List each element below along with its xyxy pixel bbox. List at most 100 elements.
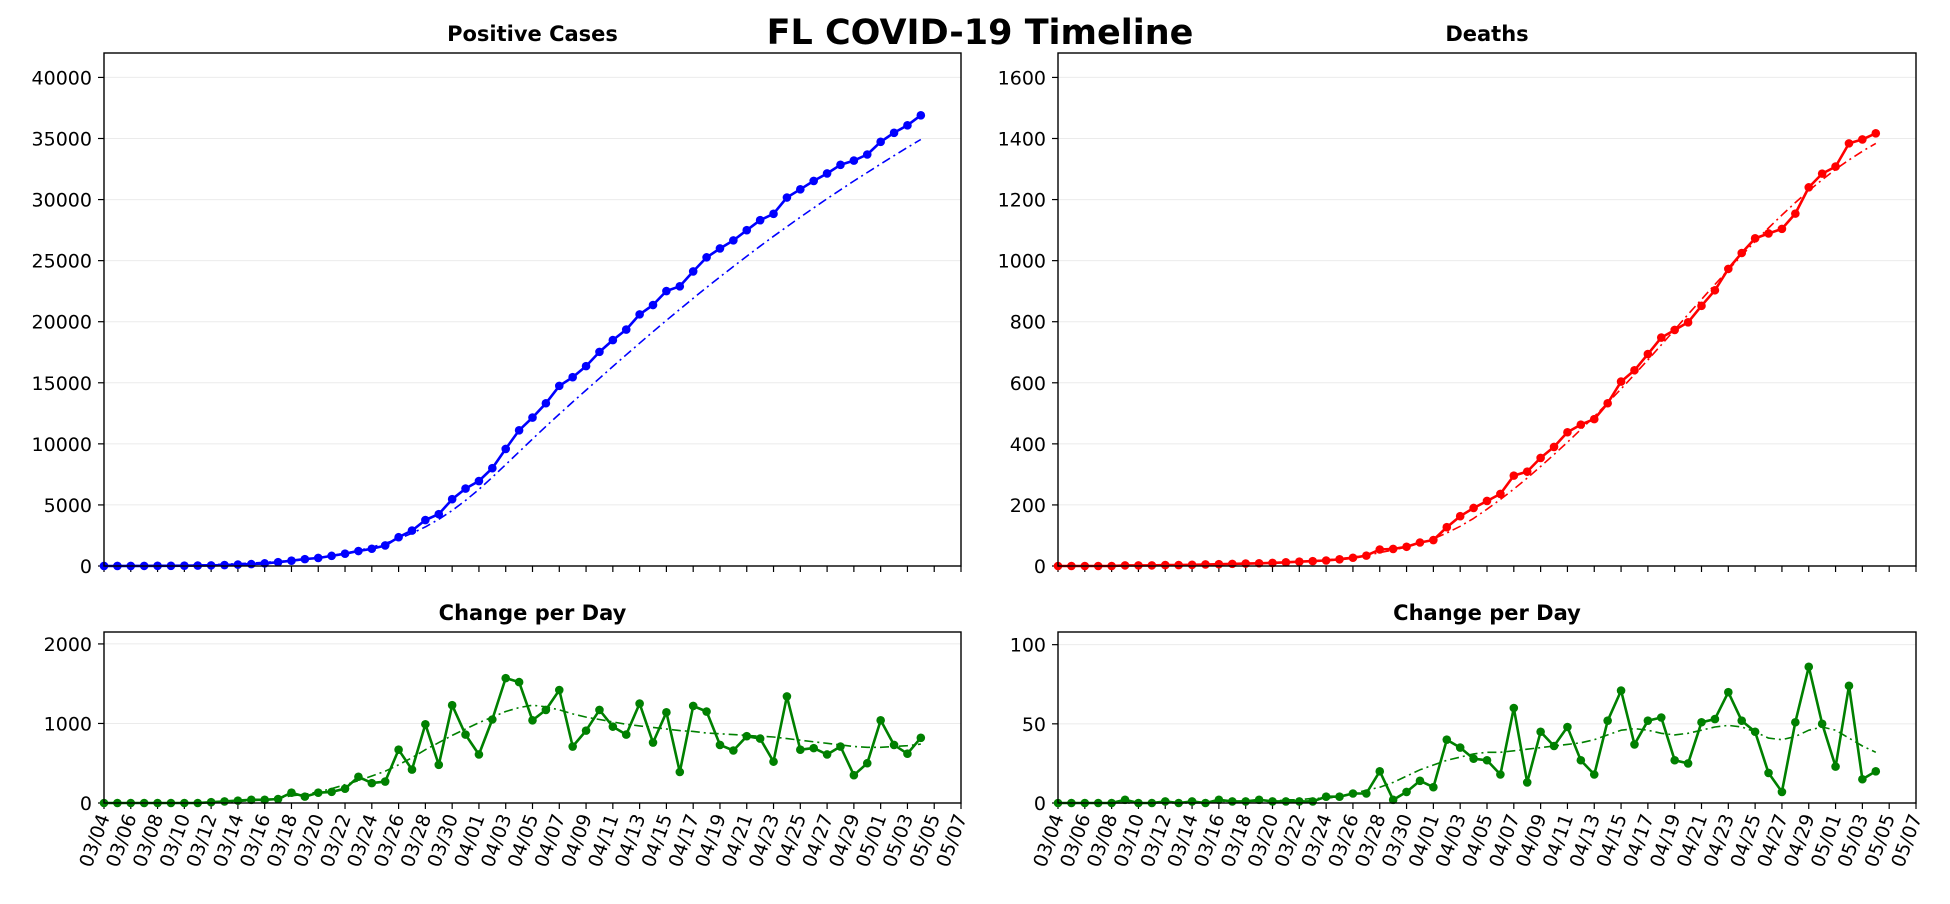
data-point-cases-40 bbox=[635, 310, 644, 319]
data-point-cases-25 bbox=[434, 509, 444, 519]
data-point-deaths-change-37 bbox=[1549, 741, 1559, 751]
data-point-cases-46 bbox=[715, 244, 725, 253]
data-point-cases-54 bbox=[822, 169, 832, 178]
data-point-cases-45 bbox=[702, 253, 711, 262]
y-tick-label-deaths-change-0: 0 bbox=[1034, 793, 1046, 815]
data-point-cases-change-61 bbox=[916, 733, 926, 743]
data-point-deaths-59 bbox=[1844, 139, 1854, 148]
plot-frame-deaths-change bbox=[1057, 631, 1917, 804]
data-point-cases-56 bbox=[849, 156, 859, 165]
y-tick-label-deaths-3: 600 bbox=[1010, 373, 1046, 395]
panel-deaths-change: 05010003/0403/0603/0803/1003/1203/1403/1… bbox=[1010, 601, 1927, 870]
data-point-cases-change-47 bbox=[729, 746, 738, 755]
y-tick-label-deaths-4: 800 bbox=[1010, 312, 1046, 334]
data-point-deaths-change-50 bbox=[1724, 687, 1733, 697]
data-point-deaths-change-20 bbox=[1321, 792, 1331, 801]
plot-frame-deaths bbox=[1057, 52, 1917, 567]
panel-deaths: 0 200 400 600 800 1000 1200 1400 1600 Deaths bbox=[998, 22, 1917, 578]
data-point-cases-14 bbox=[287, 556, 296, 566]
data-point-cases-11 bbox=[246, 559, 256, 569]
data-point-deaths-33 bbox=[1496, 489, 1505, 499]
data-point-cases-55 bbox=[836, 160, 845, 170]
series-line-cases-1 bbox=[104, 138, 922, 567]
y-tick-label-deaths-5: 1000 bbox=[998, 251, 1046, 273]
data-point-cases-change-50 bbox=[769, 757, 778, 766]
data-point-deaths-46 bbox=[1670, 325, 1679, 335]
data-point-deaths-change-43 bbox=[1630, 740, 1639, 749]
data-point-cases-change-46 bbox=[715, 740, 725, 750]
y-tick-label-cases-6: 30000 bbox=[32, 190, 92, 212]
plot-frame-cases-change bbox=[103, 631, 962, 804]
data-point-cases-50 bbox=[769, 209, 778, 219]
data-point-deaths-change-26 bbox=[1402, 787, 1411, 797]
data-point-deaths-54 bbox=[1777, 224, 1787, 234]
y-tick-label-cases-change-0: 0 bbox=[80, 793, 92, 815]
series-line-cases-change-0 bbox=[104, 676, 922, 805]
data-point-cases-41 bbox=[648, 300, 658, 310]
data-point-cases-change-32 bbox=[528, 715, 537, 725]
data-point-deaths-43 bbox=[1630, 365, 1639, 375]
data-point-deaths-change-45 bbox=[1656, 713, 1666, 722]
series-line-deaths-change-1 bbox=[1058, 724, 1877, 804]
y-tick-label-deaths-change-2: 100 bbox=[1010, 635, 1046, 657]
data-point-deaths-change-48 bbox=[1697, 717, 1706, 727]
data-point-deaths-51 bbox=[1737, 248, 1747, 258]
data-point-cases-change-30 bbox=[501, 673, 511, 683]
panel-title-cases-change: Change per Day bbox=[439, 601, 627, 625]
data-point-cases-37 bbox=[595, 347, 604, 357]
series-line-cases-0 bbox=[104, 114, 922, 568]
data-point-deaths-55 bbox=[1791, 209, 1800, 218]
data-point-cases-change-39 bbox=[621, 730, 631, 739]
data-point-cases-change-25 bbox=[434, 760, 444, 770]
data-point-deaths-42 bbox=[1616, 377, 1626, 386]
data-point-deaths-change-39 bbox=[1576, 755, 1586, 765]
data-point-cases-44 bbox=[688, 267, 698, 276]
panel-cases-change: 01000200003/0403/0603/0803/1003/1203/140… bbox=[44, 601, 972, 870]
data-point-cases-51 bbox=[782, 193, 792, 202]
data-point-deaths-change-60 bbox=[1858, 774, 1867, 784]
data-point-deaths-change-05 bbox=[1120, 795, 1130, 805]
data-point-deaths-change-42 bbox=[1616, 686, 1626, 695]
y-tick-label-deaths-1: 200 bbox=[1010, 495, 1046, 517]
data-point-deaths-17 bbox=[1281, 558, 1291, 567]
data-point-deaths-31 bbox=[1469, 503, 1478, 513]
data-point-cases-change-38 bbox=[608, 722, 618, 731]
data-point-cases-31 bbox=[514, 425, 524, 435]
data-point-cases-24 bbox=[421, 515, 430, 525]
data-point-cases-change-59 bbox=[889, 740, 899, 750]
data-point-deaths-08 bbox=[1160, 560, 1170, 570]
y-tick-label-cases-2: 10000 bbox=[32, 434, 92, 456]
series-line-deaths-0 bbox=[1058, 132, 1877, 568]
data-point-deaths-22 bbox=[1348, 553, 1358, 563]
data-point-cases-47 bbox=[729, 236, 738, 245]
data-point-deaths-change-29 bbox=[1442, 735, 1452, 744]
data-point-deaths-change-32 bbox=[1482, 755, 1492, 765]
data-point-cases-27 bbox=[461, 484, 470, 493]
data-point-cases-22 bbox=[394, 532, 403, 542]
data-point-cases-change-08 bbox=[206, 797, 216, 807]
data-point-deaths-change-40 bbox=[1589, 770, 1599, 779]
data-point-deaths-58 bbox=[1831, 162, 1840, 171]
y-tick-label-deaths-0: 0 bbox=[1034, 556, 1046, 578]
data-point-cases-57 bbox=[862, 150, 872, 159]
data-point-cases-change-53 bbox=[809, 743, 819, 753]
data-point-cases-change-43 bbox=[675, 767, 685, 777]
data-point-deaths-change-56 bbox=[1804, 662, 1814, 672]
data-point-cases-change-34 bbox=[554, 685, 564, 695]
data-point-cases-change-17 bbox=[327, 787, 336, 797]
data-point-cases-change-26 bbox=[447, 700, 457, 710]
data-point-deaths-change-17 bbox=[1281, 797, 1291, 806]
data-point-deaths-47 bbox=[1683, 318, 1693, 327]
data-point-cases-change-21 bbox=[380, 777, 390, 786]
data-point-deaths-change-61 bbox=[1871, 767, 1881, 776]
data-point-deaths-change-57 bbox=[1817, 719, 1827, 729]
data-point-cases-change-55 bbox=[836, 742, 845, 751]
data-point-deaths-change-08 bbox=[1160, 797, 1170, 806]
data-point-deaths-21 bbox=[1335, 554, 1344, 564]
data-point-deaths-change-34 bbox=[1509, 703, 1519, 713]
data-point-cases-change-19 bbox=[354, 772, 363, 782]
data-point-cases-32 bbox=[528, 413, 537, 422]
data-point-deaths-change-44 bbox=[1643, 716, 1653, 725]
data-point-deaths-61 bbox=[1871, 129, 1881, 138]
